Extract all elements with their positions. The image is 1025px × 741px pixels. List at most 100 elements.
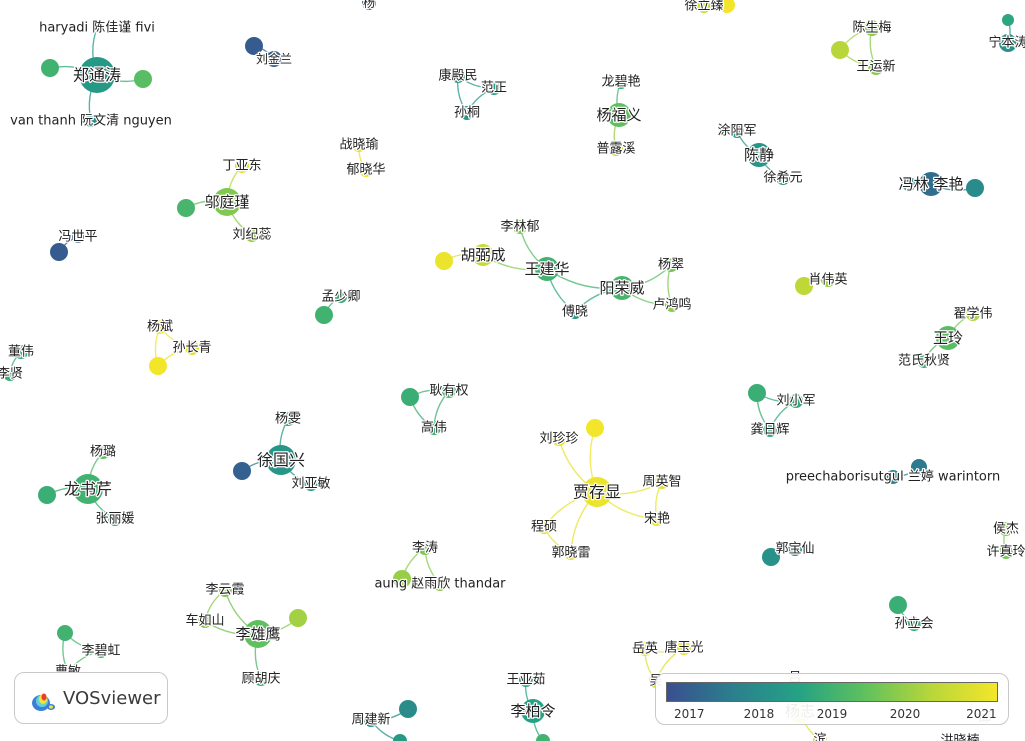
author-node[interactable] xyxy=(359,163,373,177)
author-node[interactable] xyxy=(304,477,318,491)
author-label[interactable]: 王建华 xyxy=(523,259,571,280)
author-node[interactable] xyxy=(953,734,967,741)
author-node[interactable] xyxy=(235,159,249,173)
author-label[interactable]: 洪晓楠 xyxy=(939,732,981,741)
author-node[interactable] xyxy=(889,596,907,614)
author-node[interactable] xyxy=(864,20,880,36)
author-label[interactable]: 宁本涛 xyxy=(987,33,1025,52)
author-node[interactable] xyxy=(999,545,1013,559)
author-label[interactable]: 徐国兴 xyxy=(256,449,307,471)
author-node[interactable] xyxy=(795,277,813,295)
author-node[interactable] xyxy=(96,445,110,459)
author-label[interactable]: 耿有权 xyxy=(428,381,470,400)
author-node[interactable] xyxy=(393,570,411,588)
author-node[interactable] xyxy=(393,734,407,741)
author-label[interactable]: 孙立会 xyxy=(893,615,935,633)
author-node[interactable] xyxy=(472,244,494,266)
author-node[interactable] xyxy=(610,276,634,300)
author-node[interactable] xyxy=(586,419,604,437)
author-label[interactable]: 胡弼成 xyxy=(459,245,507,266)
author-node[interactable] xyxy=(776,171,790,185)
author-node[interactable] xyxy=(57,625,73,641)
author-node[interactable] xyxy=(607,103,631,127)
author-label[interactable]: 肖伟英 xyxy=(807,271,849,289)
author-node[interactable] xyxy=(582,477,612,507)
author-label[interactable]: 刘金兰 xyxy=(255,50,294,68)
author-node[interactable] xyxy=(487,81,501,95)
author-node[interactable] xyxy=(1002,14,1014,26)
author-label[interactable]: 李林郁 xyxy=(499,218,541,236)
author-label[interactable]: 范正 xyxy=(480,79,509,97)
author-label[interactable]: 贾存显 xyxy=(572,481,623,503)
author-node[interactable] xyxy=(966,307,980,321)
author-node[interactable] xyxy=(213,188,241,216)
author-node[interactable] xyxy=(266,51,282,67)
author-label[interactable]: 董伟 xyxy=(7,343,36,361)
author-label[interactable]: 唐玉光 xyxy=(663,638,705,657)
author-node[interactable] xyxy=(433,577,447,591)
author-node[interactable] xyxy=(697,0,711,13)
author-node[interactable] xyxy=(3,367,17,381)
author-node[interactable] xyxy=(886,470,900,484)
author-node[interactable] xyxy=(418,541,432,555)
author-label[interactable]: 李涛 xyxy=(411,538,440,557)
author-label[interactable]: 李雄鹰 xyxy=(234,624,282,645)
author-node[interactable] xyxy=(763,423,777,437)
author-node[interactable] xyxy=(568,305,582,319)
author-label[interactable]: 周英智 xyxy=(641,473,683,491)
author-label[interactable]: 滨 xyxy=(812,730,828,741)
author-node[interactable] xyxy=(564,546,578,560)
author-label[interactable]: preechaborisutgul 兰婷 warintorn xyxy=(784,467,1001,486)
author-label[interactable]: 郁晓华 xyxy=(345,161,387,179)
author-label[interactable]: 刘亚敏 xyxy=(290,475,332,493)
author-node[interactable] xyxy=(719,0,735,13)
author-label[interactable]: 宋艳 xyxy=(643,509,672,528)
author-node[interactable] xyxy=(789,394,803,408)
author-label[interactable]: 杨璐 xyxy=(89,443,118,461)
author-label[interactable]: 周建新 xyxy=(350,710,392,729)
author-label[interactable]: 邬庭瑾 xyxy=(203,192,251,213)
author-label[interactable]: 程硕 xyxy=(530,518,559,536)
author-node[interactable] xyxy=(352,138,366,152)
author-node[interactable] xyxy=(85,115,97,127)
author-node[interactable] xyxy=(399,700,417,718)
author-node[interactable] xyxy=(177,199,195,217)
author-node[interactable] xyxy=(513,220,527,234)
author-node[interactable] xyxy=(92,23,102,33)
author-label[interactable]: 陈静 xyxy=(743,145,776,166)
author-node[interactable] xyxy=(788,542,802,556)
author-label[interactable]: 翟学伟 xyxy=(952,304,994,323)
author-node[interactable] xyxy=(185,341,199,355)
author-node[interactable] xyxy=(266,445,296,475)
author-label[interactable]: 陈生梅 xyxy=(851,18,893,37)
author-node[interactable] xyxy=(233,462,251,480)
author-label[interactable]: 傅晓 xyxy=(561,303,590,321)
author-node[interactable] xyxy=(254,672,268,686)
author-node[interactable] xyxy=(153,320,167,334)
author-node[interactable] xyxy=(451,69,465,83)
author-node[interactable] xyxy=(999,34,1017,52)
author-node[interactable] xyxy=(335,291,347,303)
author-label[interactable]: 郑通涛 xyxy=(72,64,123,86)
author-node[interactable] xyxy=(289,609,307,627)
author-node[interactable] xyxy=(907,617,921,631)
author-node[interactable] xyxy=(677,641,691,655)
author-label[interactable]: 杨翠 xyxy=(657,256,686,274)
author-node[interactable] xyxy=(79,57,115,93)
author-node[interactable] xyxy=(999,522,1013,536)
author-label[interactable]: 郭宝仙 xyxy=(774,539,816,558)
author-node[interactable] xyxy=(762,548,780,566)
author-label[interactable]: 岳英 xyxy=(631,640,660,658)
author-node[interactable] xyxy=(134,70,152,88)
author-label[interactable]: 杨雯 xyxy=(274,410,303,428)
author-node[interactable] xyxy=(902,177,916,191)
author-label[interactable]: 孟少卿 xyxy=(320,288,362,306)
author-node[interactable] xyxy=(966,179,984,197)
author-label[interactable]: 李云霞 xyxy=(204,581,246,599)
author-node[interactable] xyxy=(281,412,295,426)
author-node[interactable] xyxy=(519,673,533,687)
author-node[interactable] xyxy=(537,520,551,534)
author-label[interactable]: 普露溪 xyxy=(595,140,637,158)
